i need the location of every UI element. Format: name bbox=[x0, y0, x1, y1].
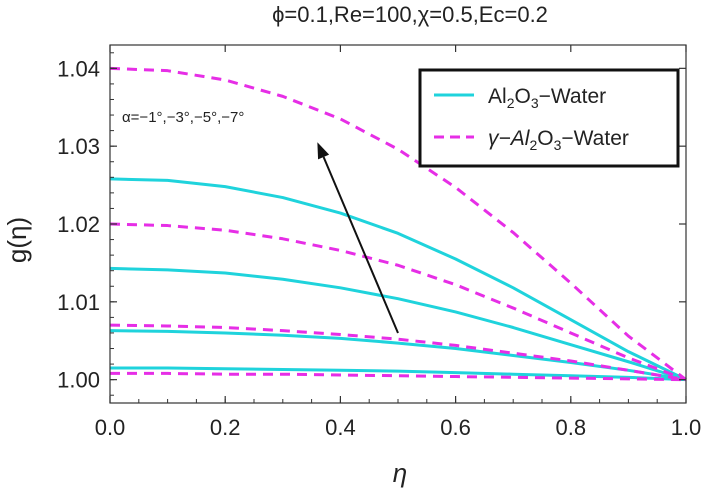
legend-entry-gamma-al2o3-water: γ−Al2O3−Water bbox=[488, 127, 629, 153]
legend-entry-1-part-c: −Water bbox=[539, 85, 607, 108]
x-axis: 0.0 0.2 0.4 0.6 0.8 1.0 bbox=[95, 45, 702, 440]
gamma-al2o3-water-line-8 bbox=[109, 66, 687, 381]
al2o3-water-line-3 bbox=[109, 266, 687, 382]
legend-entry-2-part-a: γ−Al bbox=[488, 127, 531, 150]
x-axis-title: η bbox=[393, 458, 407, 488]
al2o3-water-line-4 bbox=[109, 177, 687, 381]
y-tick-label: 1.00 bbox=[57, 368, 100, 393]
x-tick-label: 0.6 bbox=[440, 415, 471, 440]
legend-entry-1-part-b: O bbox=[514, 85, 530, 108]
x-tick-label: 1.0 bbox=[671, 415, 702, 440]
y-axis: 1.00 1.01 1.02 1.03 1.04 bbox=[57, 52, 686, 396]
y-tick-label: 1.02 bbox=[57, 212, 100, 237]
y-tick-label: 1.04 bbox=[57, 56, 100, 81]
y-tick-label: 1.01 bbox=[57, 290, 100, 315]
gamma-al2o3-water-line-7 bbox=[109, 222, 687, 382]
arrow-shaft bbox=[322, 156, 399, 334]
gamma-al2o3-water-line-6 bbox=[109, 323, 687, 382]
legend-entry-1-sub-1: 2 bbox=[507, 95, 515, 111]
legend-entry-2-sub-1: 2 bbox=[529, 137, 537, 153]
x-tick-label: 0.8 bbox=[556, 415, 587, 440]
legend: Al2O3−Water γ−Al2O3−Water bbox=[418, 68, 680, 168]
legend-entry-2-part-c: −Water bbox=[561, 127, 629, 150]
legend-entry-2-part-b: O bbox=[537, 127, 553, 150]
legend-entry-al2o3-water: Al2O3−Water bbox=[488, 85, 606, 111]
y-tick-label: 1.03 bbox=[57, 134, 100, 159]
arrow-head bbox=[317, 142, 330, 160]
x-tick-label: 0.2 bbox=[210, 415, 241, 440]
al2o3-water-line-1 bbox=[110, 366, 687, 382]
legend-entry-1-sub-2: 3 bbox=[531, 95, 539, 111]
trend-arrow bbox=[317, 142, 399, 334]
legend-entry-1-part-a: Al bbox=[488, 85, 507, 108]
legend-box bbox=[418, 68, 680, 168]
chart-title: ϕ=0.1,Re=100,χ=0.5,Ec=0.2 bbox=[272, 2, 548, 27]
x-tick-label: 0.0 bbox=[95, 415, 126, 440]
y-axis-title: g(η) bbox=[2, 217, 32, 263]
plot-area bbox=[109, 66, 687, 382]
x-tick-label: 0.4 bbox=[325, 415, 356, 440]
parameter-annotation: α=−1°,−3°,−5°,−7° bbox=[122, 109, 244, 126]
legend-entry-2-sub-2: 3 bbox=[554, 137, 562, 153]
gamma-al2o3-water-line-5 bbox=[110, 371, 687, 382]
